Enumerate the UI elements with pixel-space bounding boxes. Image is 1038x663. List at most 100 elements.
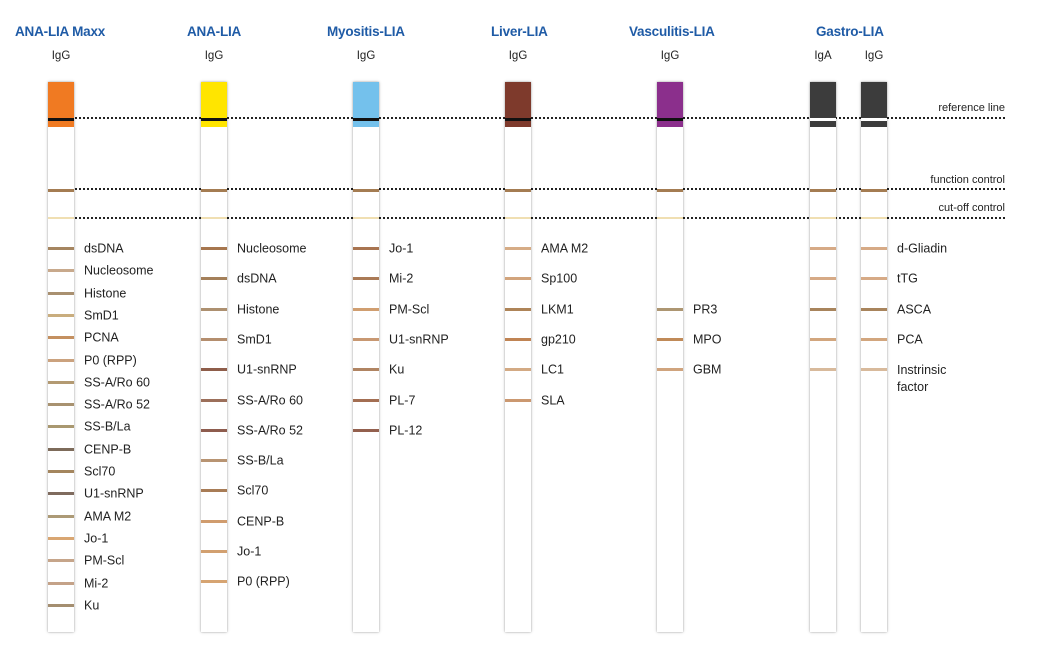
cut-off-control-band: [505, 217, 531, 219]
cut-off-control-band: [201, 217, 227, 219]
antigen-band: [505, 277, 531, 281]
antigen-band: [505, 307, 531, 311]
function-control-band: [810, 189, 836, 192]
antigen-label-histone: Histone: [237, 302, 280, 317]
cut-off-control-band: [810, 217, 836, 219]
antibody-class-label: IgG: [660, 50, 680, 62]
antigen-label-dsdna: dsDNA: [84, 241, 124, 256]
antigen-label-nucleosome: Nucleosome: [84, 263, 154, 278]
antigen-band: [201, 398, 227, 402]
antigen-band: [810, 307, 836, 311]
antigen-band: [810, 337, 836, 341]
antigen-band: [48, 380, 74, 384]
function-control-band: [861, 189, 887, 192]
antigen-band: [657, 307, 683, 311]
cut-off-control-dots: [75, 217, 1005, 219]
antigen-band: [505, 247, 531, 250]
antigen-band: [861, 247, 887, 250]
function-control-dots: [75, 188, 1005, 190]
antigen-band: [48, 470, 74, 473]
antibody-class-label: IgG: [356, 50, 376, 62]
antigen-band: [505, 368, 531, 372]
antigen-label-histone: Histone: [84, 286, 127, 301]
antigen-label-asca: ASCA: [897, 302, 932, 317]
product-title-vasculitis-lia: Vasculitis-LIA: [629, 24, 715, 39]
reference-line-band: [657, 118, 683, 121]
product-title-ana-lia-maxx: ANA-LIA Maxx: [15, 24, 106, 39]
antigen-label-mpo: MPO: [693, 332, 722, 347]
test-strip: [353, 82, 379, 632]
antigen-label-ss-a-ro-60: SS-A/Ro 60: [84, 375, 151, 390]
antigen-band: [48, 581, 74, 585]
test-strip: [201, 82, 227, 632]
antigen-band: [505, 398, 531, 402]
antigen-label-sla: SLA: [541, 393, 565, 407]
cut-off-control-band: [353, 217, 379, 219]
antigen-band: [201, 489, 227, 493]
antigen-label-u1-snrnp: U1-snRNP: [389, 332, 449, 347]
antigen-label-pm-scl: PM-Scl: [84, 553, 125, 568]
antibody-class-label: IgG: [864, 50, 884, 62]
antigen-label-ss-b-la: SS-B/La: [237, 453, 284, 468]
antigen-label-lkm1: LKM1: [541, 302, 574, 317]
antigen-label-jo-1: Jo-1: [389, 241, 414, 256]
antigen-band: [353, 368, 379, 372]
reference-line-band: [505, 118, 531, 121]
antigen-label-lc1: LC1: [541, 362, 564, 377]
antigen-label-cenp-b: CENP-B: [84, 442, 132, 457]
antigen-label-ttg: tTG: [897, 271, 918, 286]
product-title-ana-lia: ANA-LIA: [187, 24, 242, 39]
antigen-band: [861, 368, 887, 372]
function-control-band: [48, 189, 74, 192]
antigen-label-instrinsic-factor: Instrinsic factor: [897, 363, 947, 395]
antigen-band: [48, 247, 74, 250]
antigen-band: [48, 291, 74, 295]
cut-off-control-band: [657, 217, 683, 219]
reference-line-band: [810, 118, 836, 121]
product-title-gastro-lia: Gastro-LIA: [816, 24, 884, 39]
antigen-band: [201, 277, 227, 281]
reference-line-band: [353, 118, 379, 121]
test-strip: [48, 82, 74, 632]
antigen-label-pca: PCA: [897, 332, 923, 347]
antigen-band: [201, 247, 227, 250]
antigen-band: [201, 337, 227, 341]
function-control-band: [201, 189, 227, 192]
antigen-band: [48, 559, 74, 563]
antigen-label-smd1: SmD1: [84, 308, 119, 323]
antigen-band: [201, 307, 227, 311]
antigen-band: [48, 425, 74, 429]
antigen-band: [861, 307, 887, 311]
antigen-band: [810, 277, 836, 281]
antigen-label-sp100: Sp100: [541, 271, 578, 286]
cut-off-control-band: [48, 217, 74, 219]
antigen-label-pm-scl: PM-Scl: [389, 302, 430, 317]
antigen-band: [353, 307, 379, 311]
reference-line-dots: [75, 117, 1005, 119]
antigen-label-jo-1: Jo-1: [237, 544, 262, 559]
antigen-label-pl-7: PL-7: [389, 393, 416, 407]
antigen-band: [48, 336, 74, 340]
antigen-label-ss-a-ro-52: SS-A/Ro 52: [84, 397, 151, 412]
antigen-band: [201, 550, 227, 553]
antigen-band: [48, 492, 74, 496]
antibody-class-label: IgA: [814, 50, 832, 62]
antigen-band: [201, 459, 227, 463]
antigen-label-mi-2: Mi-2: [389, 271, 414, 286]
antigen-label-d-gliadin: d-Gliadin: [897, 241, 948, 256]
test-strip: [810, 82, 836, 632]
antigen-band: [48, 603, 74, 607]
antigen-band: [48, 313, 74, 317]
antigen-label-u1-snrnp: U1-snRNP: [84, 486, 144, 501]
reference-line-band: [861, 118, 887, 121]
antigen-label-ama-m2: AMA M2: [541, 241, 589, 256]
cut-off-control-label: cut-off control: [938, 202, 1005, 214]
antigen-label-ss-a-ro-52: SS-A/Ro 52: [237, 423, 304, 438]
antigen-label-dsdna: dsDNA: [237, 271, 277, 286]
antigen-label-mi-2: Mi-2: [84, 576, 109, 590]
antigen-label-scl70: Scl70: [237, 483, 269, 498]
antigen-band: [201, 368, 227, 372]
antigen-label-pl-12: PL-12: [389, 423, 423, 438]
antigen-label-cenp-b: CENP-B: [237, 514, 285, 529]
